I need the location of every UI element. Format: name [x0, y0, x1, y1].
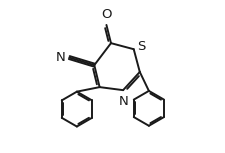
Text: S: S: [137, 40, 146, 53]
Text: N: N: [119, 95, 129, 108]
Text: N: N: [56, 51, 65, 64]
Text: O: O: [101, 8, 112, 21]
